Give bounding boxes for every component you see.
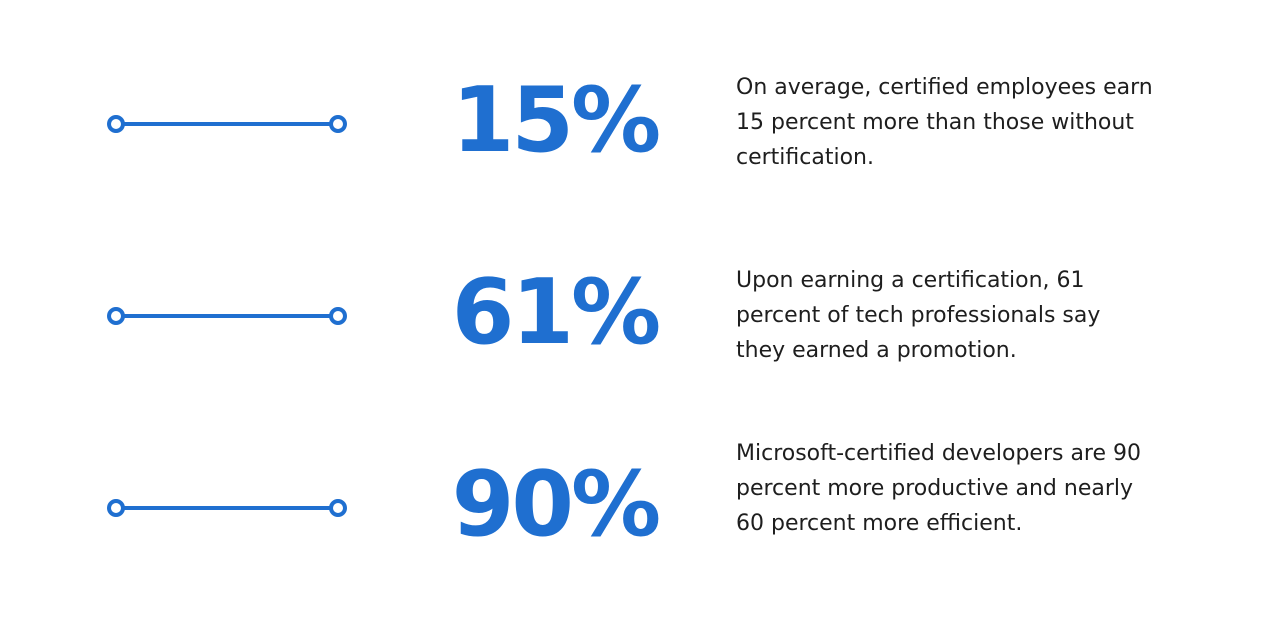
stat-row: 90% Microsoft-certified developers are 9… <box>0 0 1280 550</box>
stat-description: Microsoft-certified developers are 90 pe… <box>736 441 1142 536</box>
stat-row: 61% Upon earning a certification, 61 per… <box>0 0 1280 363</box>
stat-description: Upon earning a certification, 61 percent… <box>736 268 1101 363</box>
stat-description: On average, certified employees earn 15 … <box>736 75 1153 170</box>
stat-figure: 90% <box>451 452 661 557</box>
connector-line-icon <box>102 496 352 520</box>
connector-line-icon <box>102 112 352 136</box>
connector-line-icon <box>102 304 352 328</box>
stat-row: 15% On average, certified employees earn… <box>0 0 1280 190</box>
stat-figure: 15% <box>451 68 661 173</box>
stat-figure: 61% <box>451 260 661 365</box>
